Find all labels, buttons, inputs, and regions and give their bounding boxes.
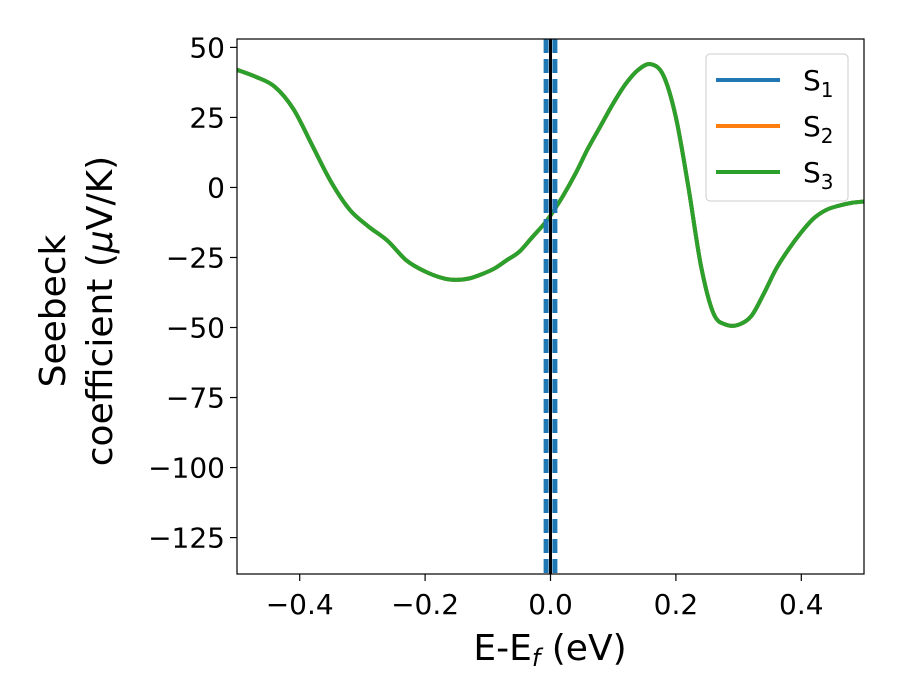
x-axis-title-main: E-E — [473, 628, 531, 669]
y-axis-title-mu: μ — [80, 230, 121, 254]
y-tick-label: 0 — [207, 171, 225, 204]
legend: S1 S2 S3 — [705, 53, 849, 202]
y-tick-label: −25 — [166, 241, 225, 274]
x-tick-label: 0.2 — [654, 588, 699, 621]
x-tick-label: 0.0 — [528, 588, 573, 621]
legend-label-s2: S2 — [803, 110, 834, 148]
x-tick-label: 0.4 — [779, 588, 824, 621]
y-axis-title-line2: coefficient (μV/K) — [80, 156, 121, 466]
legend-label-s3: S3 — [803, 156, 834, 194]
y-tick-label: −75 — [166, 382, 225, 415]
x-axis-title-unit: (eV) — [540, 628, 626, 669]
series-line-s3 — [237, 62, 864, 328]
x-axis-title: E-Ef (eV) — [473, 628, 626, 672]
y-tick-label: −100 — [148, 452, 225, 485]
x-tick-label: −0.2 — [391, 588, 459, 621]
y-axis-title-line1: Seebeck — [33, 234, 74, 387]
y-axis-title-unit: V/K) — [80, 156, 121, 230]
y-tick-label: −50 — [166, 312, 225, 345]
x-tick-label: −0.4 — [266, 588, 334, 621]
y-axis-title-line2-text: coefficient ( — [80, 253, 121, 466]
y-tick-label: 25 — [189, 101, 225, 134]
y-tick-label: −125 — [148, 522, 225, 555]
y-tick-label: 50 — [189, 31, 225, 64]
legend-label-s1: S1 — [803, 64, 834, 102]
